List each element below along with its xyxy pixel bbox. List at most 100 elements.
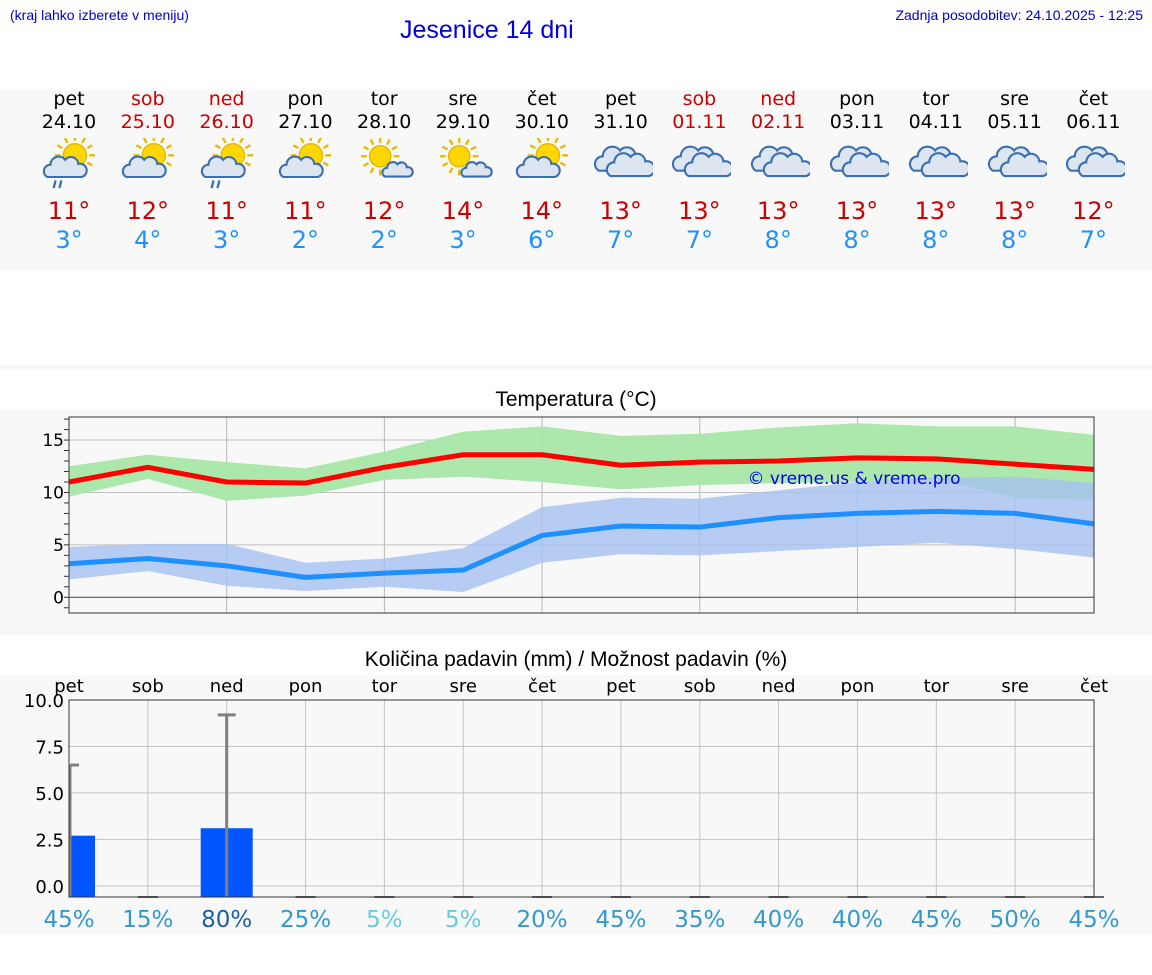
max-temp: 14° (520, 197, 564, 225)
location-menu-hint[interactable]: (kraj lahko izberete v meniju) (10, 7, 189, 23)
category-label: sre (1001, 676, 1028, 697)
category-label: tor (924, 676, 950, 697)
partly-cloudy-icon (515, 138, 568, 179)
max-temp: 12° (362, 197, 406, 225)
max-temp: 13° (993, 197, 1036, 225)
sun-small-cloud-icon (361, 138, 414, 178)
y-tick-label: 2.5 (35, 830, 64, 851)
day-name: sob (682, 88, 717, 110)
day-date: 24.10 (41, 111, 97, 133)
min-temp-range-band (69, 476, 1094, 593)
max-temp: 11° (284, 197, 327, 225)
day-name: sob (131, 88, 165, 110)
precip-bar (69, 835, 95, 897)
category-label: ned (762, 676, 796, 697)
day-name: ned (208, 88, 245, 110)
day-name: pon (839, 88, 875, 110)
sun-small-cloud-icon (439, 138, 493, 178)
precip-probability: 5% (366, 907, 403, 933)
separator-strip (0, 365, 1152, 370)
min-temp: 8° (764, 226, 792, 254)
precip-probability: 5% (445, 907, 482, 933)
partly-cloudy-rain-icon (42, 138, 96, 189)
min-temp: 3° (449, 226, 477, 254)
min-temp: 3° (55, 226, 83, 254)
precip-probability: 45% (595, 907, 646, 933)
min-temp: 8° (922, 226, 950, 254)
precip-probability: 25% (280, 907, 331, 933)
max-temp: 12° (1072, 197, 1115, 225)
day-date: 03.11 (829, 111, 885, 133)
min-temp: 2° (370, 226, 398, 254)
max-temp: 11° (47, 197, 91, 225)
day-name: sre (448, 88, 478, 110)
category-label: pon (289, 676, 323, 697)
precip-probability: 15% (122, 907, 173, 933)
day-name: čet (1078, 88, 1109, 110)
category-label: ned (210, 676, 244, 697)
max-temp: 13° (756, 197, 800, 225)
day-name: pon (287, 88, 324, 110)
precip-probability: 40% (753, 907, 804, 933)
category-label: čet (528, 676, 556, 697)
precip-probability: 35% (674, 907, 725, 933)
min-temp: 3° (212, 226, 241, 254)
category-label: pon (841, 676, 875, 697)
cloudy-icon (751, 145, 811, 178)
cloudy-icon (593, 145, 653, 178)
day-name: pet (53, 88, 85, 110)
category-label: sob (132, 676, 164, 697)
day-date: 02.11 (750, 111, 806, 133)
category-label: čet (1080, 676, 1108, 697)
cloudy-icon (672, 145, 732, 178)
y-tick-label: 5.0 (35, 784, 64, 805)
min-temp: 2° (291, 226, 320, 254)
max-temp: 13° (678, 197, 721, 225)
day-date: 26.10 (199, 111, 254, 133)
min-temp: 6° (528, 226, 556, 254)
cloudy-icon (829, 145, 889, 178)
y-tick-label: 15 (42, 431, 64, 451)
day-name: tor (922, 88, 950, 110)
day-date: 29.10 (435, 111, 491, 133)
precip-probability: 45% (1068, 907, 1119, 933)
precip-probability: 45% (43, 907, 94, 933)
max-temp: 13° (599, 197, 642, 225)
day-date: 31.10 (593, 111, 648, 133)
category-label: sob (684, 676, 716, 697)
y-tick-label: 7.5 (35, 737, 64, 758)
cloudy-icon (1066, 145, 1126, 178)
plot-frame (68, 416, 1095, 614)
y-tick-label: 0 (53, 588, 64, 608)
partly-cloudy-icon (121, 138, 174, 179)
y-tick-label: 10 (42, 483, 64, 503)
day-date: 01.11 (672, 111, 727, 133)
category-label: sre (449, 676, 476, 697)
y-tick-label: 0.0 (35, 877, 64, 898)
cloudy-icon (908, 145, 968, 178)
max-temp: 12° (126, 197, 170, 225)
precip-probability: 80% (201, 907, 252, 933)
precipitation-chart-title: Količina padavin (mm) / Možnost padavin … (364, 648, 788, 671)
day-name: pet (604, 88, 637, 110)
min-temp-line (68, 508, 1095, 580)
day-date: 28.10 (356, 111, 412, 133)
day-date: 06.11 (1066, 111, 1121, 133)
min-temp: 7° (1079, 226, 1108, 254)
last-updated: Zadnja posodobitev: 24.10.2025 - 12:25 (895, 7, 1143, 23)
max-temp: 13° (835, 197, 879, 225)
y-tick-label: 10.0 (24, 691, 64, 712)
category-label: pet (606, 676, 636, 697)
day-date: 04.11 (908, 111, 963, 133)
min-temp: 7° (685, 226, 714, 254)
min-temp: 8° (843, 226, 871, 254)
min-temp: 7° (606, 226, 635, 254)
max-temp: 11° (205, 197, 248, 225)
day-name: tor (370, 88, 398, 110)
min-temp: 8° (1000, 226, 1029, 254)
max-temp: 14° (441, 197, 485, 225)
day-name: sre (1000, 88, 1030, 110)
page-title: Jesenice 14 dni (400, 16, 574, 44)
y-tick-label: 5 (53, 536, 64, 556)
